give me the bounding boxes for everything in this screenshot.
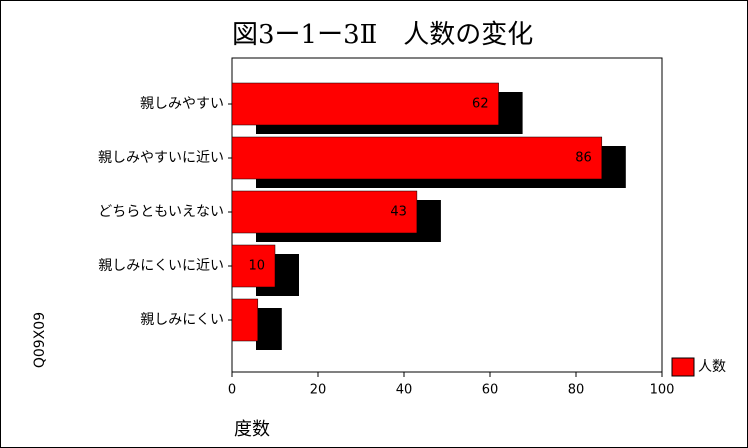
- x-tick-label: 20: [310, 383, 327, 398]
- data-label: 43: [390, 205, 407, 220]
- y-tick-label: どちらともいえない: [98, 204, 224, 220]
- x-tick-label: 40: [396, 383, 413, 398]
- x-tick-label: 60: [482, 383, 499, 398]
- y-tick-label: 親しみやすい: [140, 96, 224, 112]
- y-tick-label: 親しみにくい: [140, 312, 224, 328]
- bar-shadow: [256, 308, 282, 350]
- bar: [231, 190, 418, 234]
- data-label: 62: [472, 97, 489, 112]
- data-label: 10: [248, 259, 265, 274]
- x-tick-label: 0: [228, 383, 236, 398]
- y-axis-label: Q09X09: [32, 312, 48, 368]
- x-tick-label: 80: [568, 383, 585, 398]
- x-tick-label: 100: [650, 383, 675, 398]
- legend-label: 人数: [698, 359, 726, 375]
- y-tick-label: 親しみにくいに近い: [98, 258, 224, 274]
- bar: [231, 82, 499, 126]
- bar: [231, 244, 276, 288]
- bar: [231, 298, 259, 342]
- y-tick-label: 親しみやすいに近い: [98, 150, 224, 166]
- legend-swatch: [671, 357, 695, 377]
- bar: [231, 136, 603, 180]
- chart-title: 図3ー1ー3Ⅱ 人数の変化: [232, 20, 533, 50]
- data-label: 86: [575, 151, 592, 166]
- x-axis-label: 度数: [234, 419, 270, 440]
